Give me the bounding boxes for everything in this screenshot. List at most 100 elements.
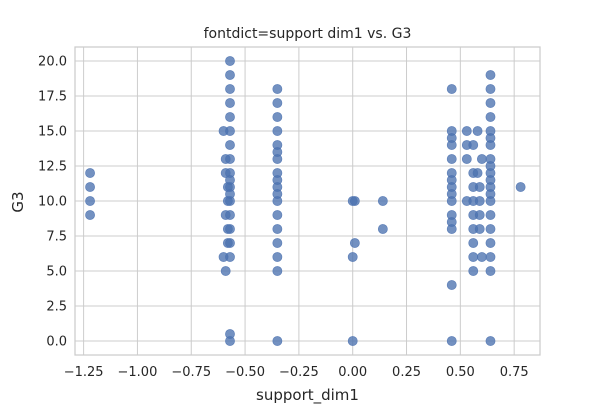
scatter-point (468, 252, 479, 262)
scatter-point (485, 70, 496, 80)
scatter-point (225, 140, 235, 150)
scatter-point (85, 210, 95, 220)
y-tick-label: 7.5 (46, 230, 67, 245)
scatter-point (225, 329, 235, 339)
scatter-point (85, 168, 95, 178)
x-tick-label: 0.75 (500, 365, 529, 380)
scatter-point (272, 147, 283, 157)
x-tick-label: −1.00 (118, 365, 158, 380)
y-tick-label: 10.0 (38, 195, 67, 210)
y-tick-labels: 0.0 2.5 5.0 7.5 10.0 12.5 15.0 17.5 20.0 (38, 55, 67, 350)
y-tick-label: 2.5 (46, 300, 67, 315)
scatter-point (485, 238, 496, 248)
scatter-point (225, 70, 235, 80)
scatter-point (272, 266, 283, 276)
y-tick-label: 20.0 (38, 55, 67, 70)
scatter-point (472, 126, 483, 136)
y-tick-label: 0.0 (46, 335, 67, 350)
scatter-point (446, 154, 457, 164)
scatter-point (474, 224, 485, 234)
scatter-point (446, 84, 457, 94)
y-tick-label: 5.0 (46, 265, 67, 280)
scatter-point (347, 196, 358, 206)
scatter-point (485, 161, 496, 171)
scatter-point (485, 252, 496, 262)
scatter-point (225, 112, 235, 122)
scatter-point (485, 98, 496, 108)
scatter-point (485, 84, 496, 94)
x-axis-label: support_dim1 (256, 386, 359, 404)
scatter-point (272, 112, 283, 122)
scatter-point (476, 252, 487, 262)
scatter-point (485, 112, 496, 122)
scatter-point (272, 175, 283, 185)
x-tick-label: −0.50 (225, 365, 265, 380)
x-tick-label: 0.00 (338, 365, 367, 380)
chart-title: fontdict=support dim1 vs. G3 (203, 26, 412, 42)
scatter-point (446, 175, 457, 185)
y-tick-label: 12.5 (38, 160, 67, 175)
scatter-point (474, 182, 485, 192)
x-tick-label: 0.50 (446, 365, 475, 380)
scatter-point (272, 238, 283, 248)
scatter-point (468, 238, 479, 248)
scatter-point (225, 252, 235, 262)
scatter-point (225, 189, 235, 199)
scatter-point (85, 196, 95, 206)
scatter-point (272, 189, 283, 199)
scatter-point (446, 189, 457, 199)
y-tick-label: 15.0 (38, 125, 67, 140)
scatter-point (485, 336, 496, 346)
scatter-point (225, 56, 235, 66)
scatter-point (485, 133, 496, 143)
y-axis-label: G3 (9, 191, 27, 213)
scatter-point (272, 98, 283, 108)
scatter-point (225, 84, 235, 94)
scatter-point (272, 252, 283, 262)
plot-frame (74, 46, 541, 356)
scatter-point (468, 140, 479, 150)
scatter-point (474, 210, 485, 220)
scatter-point (377, 224, 388, 234)
scatter-point (225, 154, 235, 164)
scatter-point (461, 154, 472, 164)
scatter-point (272, 126, 283, 136)
scatter-point (225, 224, 235, 234)
scatter-point (225, 126, 235, 136)
x-tick-labels: −1.25 −1.00 −0.75 −0.50 −0.25 0.00 0.25 0.50 0.7… (64, 365, 529, 380)
scatter-point (485, 224, 496, 234)
x-tick-label: −1.25 (64, 365, 104, 380)
x-tick-label: −0.25 (279, 365, 319, 380)
scatter-point (446, 133, 457, 143)
scatter-point (377, 196, 388, 206)
scatter-point (347, 336, 358, 346)
scatter-point (220, 266, 231, 276)
scatter-point (472, 168, 483, 178)
data-points (85, 56, 526, 346)
y-tick-label: 17.5 (38, 90, 67, 105)
scatter-point (446, 280, 457, 290)
scatter-point (272, 224, 283, 234)
scatter-point (485, 175, 496, 185)
scatter-point (272, 84, 283, 94)
scatter-point (225, 210, 235, 220)
scatter-point (485, 189, 496, 199)
scatter-point (446, 217, 457, 227)
scatter-point (485, 210, 496, 220)
scatter-point (515, 182, 526, 192)
scatter-point (468, 266, 479, 276)
scatter-point (85, 182, 95, 192)
scatter-point (347, 252, 358, 262)
scatter-point (476, 154, 487, 164)
scatter-point (272, 336, 283, 346)
scatter-point (349, 238, 360, 248)
scatter-point (461, 126, 472, 136)
scatter-point (446, 336, 457, 346)
scatter-point (225, 175, 235, 185)
scatter-point (225, 98, 235, 108)
x-tick-label: 0.25 (392, 365, 421, 380)
scatter-point (474, 196, 485, 206)
scatter-point (225, 238, 235, 248)
